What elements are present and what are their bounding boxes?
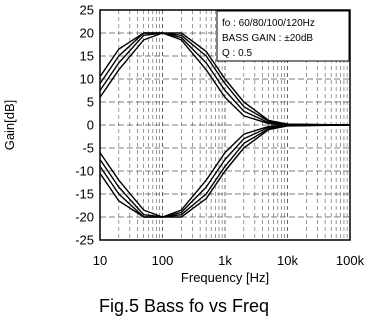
- y-tick-label: -5: [82, 141, 94, 156]
- y-tick-label: 25: [80, 3, 94, 18]
- series-line-6: [99, 124, 351, 218]
- x-tick-label: 10: [93, 253, 107, 268]
- grid: [100, 10, 350, 240]
- legend-line-gain: BASS GAIN : ±20dB: [222, 33, 313, 44]
- y-tick-label: 15: [80, 49, 94, 64]
- series-line-5: [99, 124, 350, 218]
- legend-line-fo: fo : 60/80/100/120Hz: [222, 18, 315, 29]
- y-tick-label: 20: [80, 26, 94, 41]
- y-tick-label: 5: [87, 95, 94, 110]
- legend-background: [216, 10, 350, 62]
- series-layer: [99, 32, 351, 218]
- tick-labels: 25 20 15 10 5 0 -5 -10 -15 -20 -25 10 100 1k 10k 100k: [75, 3, 364, 269]
- y-tick-label: -25: [75, 233, 94, 248]
- x-tick-label: 100k: [336, 253, 365, 268]
- legend-line-q: Q : 0.5: [222, 48, 252, 59]
- series-line-1: [99, 32, 350, 126]
- x-tick-label: 10k: [277, 253, 298, 268]
- series-line-8: [99, 124, 351, 218]
- x-axis-title: Frequency [Hz]: [181, 270, 269, 285]
- x-tick-label: 100: [152, 253, 174, 268]
- series-line-3: [99, 32, 351, 126]
- plot-frame: [99, 9, 351, 241]
- legend-box: fo : 60/80/100/120Hz BASS GAIN : ±20dB Q…: [216, 10, 350, 62]
- figure-caption: Fig.5 Bass fo vs Freq: [98, 296, 270, 316]
- series-line-7: [99, 124, 351, 218]
- series-line-4: [99, 32, 351, 126]
- series-line-2: [99, 32, 351, 126]
- y-tick-label: -15: [75, 187, 94, 202]
- x-tick-label: 1k: [218, 253, 232, 268]
- y-tick-label: -20: [75, 210, 94, 225]
- frequency-response-chart: 25 20 15 10 5 0 -5 -10 -15 -20 -25 10 100 1k 10k 100k G…: [2, 3, 365, 286]
- y-tick-label: 0: [87, 118, 94, 133]
- y-axis-title: Gain[dB]: [2, 100, 17, 151]
- y-tick-label: 10: [80, 72, 94, 87]
- y-tick-label: -10: [75, 164, 94, 179]
